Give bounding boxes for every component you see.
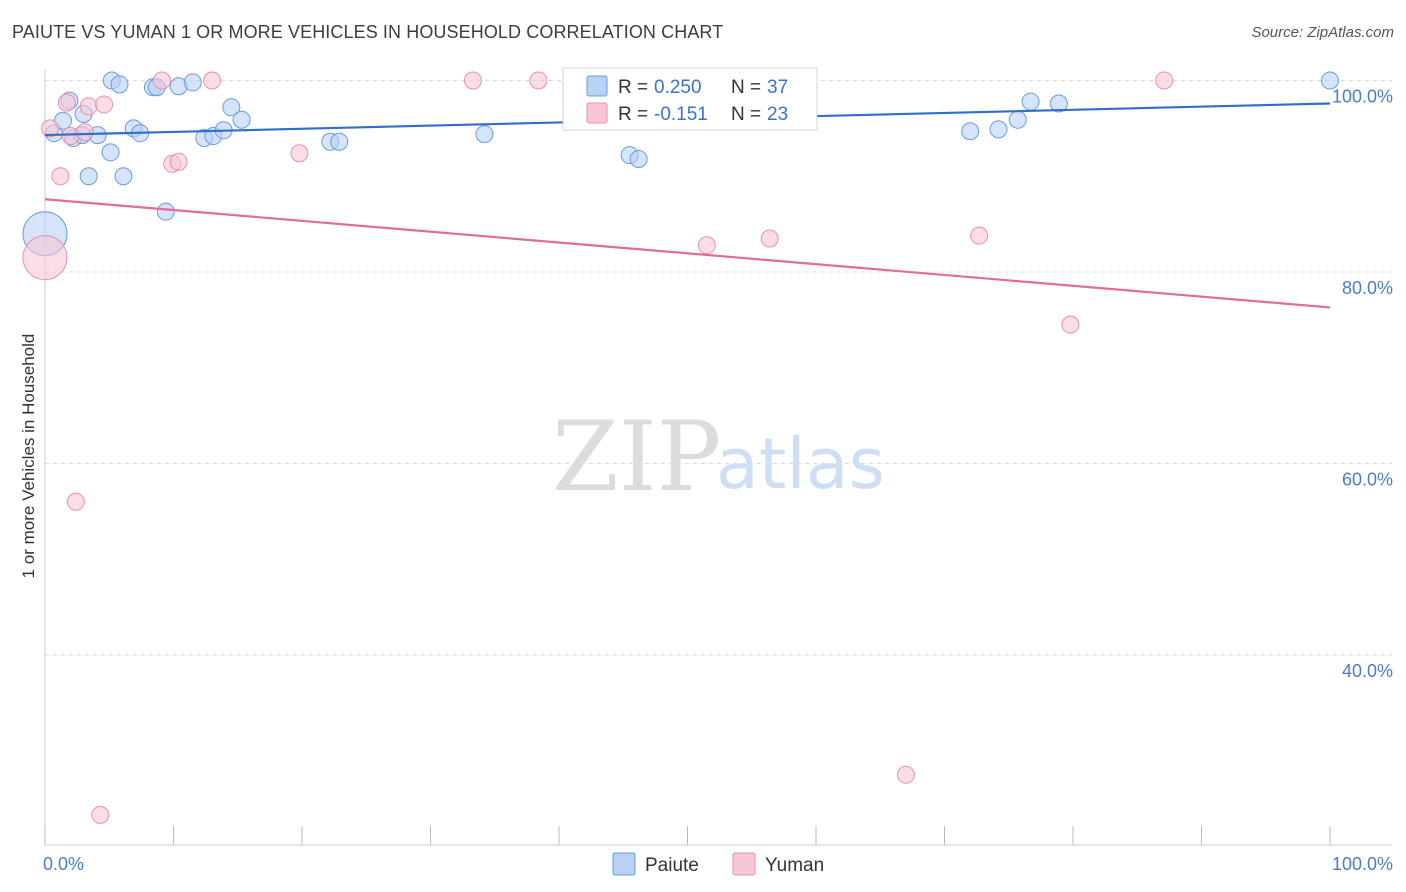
y-tick-labels: 40.0% 60.0% 80.0% 100.0% bbox=[1332, 87, 1393, 682]
bottom-legend: Paiute Yuman bbox=[612, 852, 824, 876]
point-yuman bbox=[970, 226, 989, 245]
legend-swatch-paiute bbox=[586, 75, 608, 97]
point-yuman bbox=[57, 93, 76, 112]
legend-yuman-n-value: 23 bbox=[767, 104, 788, 125]
point-paiute bbox=[629, 150, 648, 169]
trend-line-yuman bbox=[44, 198, 1331, 309]
y-tick-label: 100.0% bbox=[1332, 87, 1393, 107]
point-paiute bbox=[989, 120, 1008, 139]
point-paiute bbox=[1021, 92, 1040, 111]
point-yuman bbox=[169, 152, 188, 171]
point-paiute bbox=[110, 75, 129, 94]
legend-yuman-r-label: R = bbox=[618, 104, 648, 125]
source-label: Source: ZipAtlas.com bbox=[1251, 24, 1394, 41]
bottom-legend-paiute: Paiute bbox=[645, 855, 699, 876]
point-yuman bbox=[152, 71, 171, 90]
point-paiute bbox=[1008, 110, 1027, 129]
point-paiute bbox=[961, 122, 980, 141]
point-yuman bbox=[91, 805, 110, 824]
point-paiute bbox=[183, 73, 202, 92]
point-paiute bbox=[330, 132, 349, 151]
point-paiute bbox=[101, 143, 120, 162]
legend-paiute-r-label: R = bbox=[618, 77, 648, 98]
watermark-zip: ZIP bbox=[552, 401, 721, 513]
legend-paiute-n-value: 37 bbox=[767, 77, 788, 98]
y-tick-label: 60.0% bbox=[1342, 470, 1393, 490]
x-tick-label-max: 100.0% bbox=[1332, 854, 1393, 874]
point-yuman bbox=[529, 71, 548, 90]
y-axis-label: 1 or more Vehicles in Household bbox=[19, 334, 38, 579]
y-tick-label: 80.0% bbox=[1342, 278, 1393, 298]
point-yuman bbox=[1155, 71, 1174, 90]
point-yuman bbox=[75, 123, 94, 142]
point-paiute bbox=[475, 125, 494, 144]
watermark-atlas: atlas bbox=[716, 423, 885, 505]
point-paiute bbox=[114, 167, 133, 186]
point-yuman bbox=[760, 229, 779, 248]
bottom-legend-swatch-paiute bbox=[612, 852, 636, 876]
legend-paiute-r-value: 0.250 bbox=[654, 77, 702, 98]
point-yuman bbox=[203, 71, 222, 90]
point-yuman bbox=[51, 167, 70, 186]
point-paiute bbox=[222, 98, 241, 117]
grid-lines bbox=[45, 80, 1392, 656]
point-yuman bbox=[79, 97, 98, 116]
point-yuman bbox=[1061, 315, 1080, 334]
point-yuman bbox=[41, 119, 60, 138]
legend-swatch-yuman bbox=[586, 102, 608, 124]
legend-yuman-n-label: N = bbox=[731, 104, 761, 125]
point-yuman bbox=[66, 492, 85, 511]
watermark: ZIP atlas bbox=[552, 401, 885, 513]
point-paiute bbox=[232, 110, 251, 129]
bottom-legend-swatch-yuman bbox=[732, 852, 756, 876]
point-paiute bbox=[1321, 71, 1339, 90]
legend-paiute-n-label: N = bbox=[731, 77, 761, 98]
axes bbox=[44, 70, 1392, 846]
chart-title: PAIUTE VS YUMAN 1 OR MORE VEHICLES IN HO… bbox=[12, 22, 724, 42]
point-yuman bbox=[290, 144, 309, 163]
point-paiute bbox=[156, 202, 175, 221]
point-yuman bbox=[463, 71, 482, 90]
x-tick-label-min: 0.0% bbox=[43, 854, 84, 874]
point-paiute bbox=[1049, 94, 1068, 113]
trend-lines bbox=[44, 102, 1331, 309]
y-tick-label: 40.0% bbox=[1342, 661, 1393, 681]
point-yuman bbox=[22, 235, 68, 281]
point-yuman bbox=[95, 95, 114, 114]
x-tick-labels: 0.0% 100.0% bbox=[43, 854, 1393, 874]
point-yuman bbox=[896, 765, 915, 784]
legend-yuman-r-value: -0.151 bbox=[654, 104, 708, 125]
point-yuman bbox=[697, 236, 716, 255]
legend: R = 0.250 N = 37 R = -0.151 N = 23 bbox=[562, 67, 818, 131]
point-paiute bbox=[79, 167, 98, 186]
bottom-legend-yuman: Yuman bbox=[765, 855, 824, 876]
